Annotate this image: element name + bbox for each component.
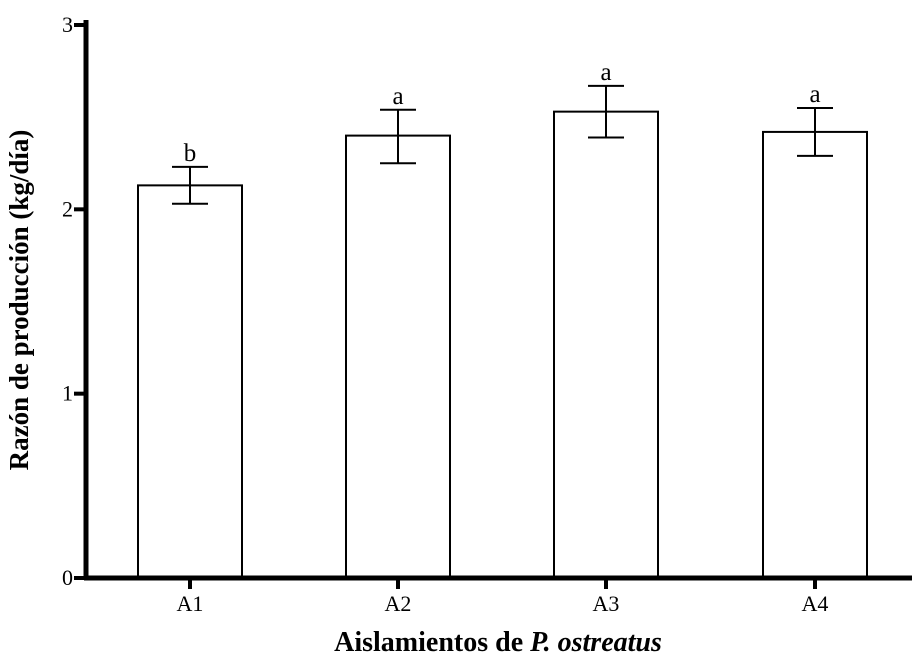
significance-label-a1: b [184, 140, 197, 167]
x-tick-label-a2: A2 [385, 591, 412, 616]
significance-label-a4: a [809, 81, 820, 108]
x-axis-title: Aislamientos de P. ostreatus [334, 627, 662, 658]
bar-a3 [553, 110, 659, 580]
y-tick-label-3: 3 [62, 12, 73, 37]
significance-label-a2: a [392, 83, 403, 110]
bar-a4 [762, 130, 868, 579]
y-axis-title: Razón de producción (kg/día) [4, 130, 34, 471]
error-bars-layer [172, 84, 833, 205]
bar-a1 [137, 184, 243, 579]
y-tick-label-0: 0 [62, 565, 73, 590]
x-tick-label-a4: A4 [802, 591, 829, 616]
x-ticks-layer: A1 A2 A3 A4 [177, 578, 829, 616]
axes-layer [83, 20, 912, 581]
y-ticks-layer: 0 1 2 3 [62, 12, 86, 590]
bar-a2 [345, 134, 451, 579]
y-tick-label-2: 2 [62, 196, 73, 221]
x-tick-label-a1: A1 [177, 591, 204, 616]
x-axis-title-species: P. ostreatus [529, 627, 662, 658]
significance-label-a3: a [600, 59, 611, 86]
bars-layer [137, 110, 868, 580]
y-tick-label-1: 1 [62, 381, 73, 406]
significance-labels-layer: b a a a [184, 59, 821, 167]
x-axis-title-prefix: Aislamientos de [334, 627, 530, 658]
x-tick-label-a3: A3 [593, 591, 620, 616]
